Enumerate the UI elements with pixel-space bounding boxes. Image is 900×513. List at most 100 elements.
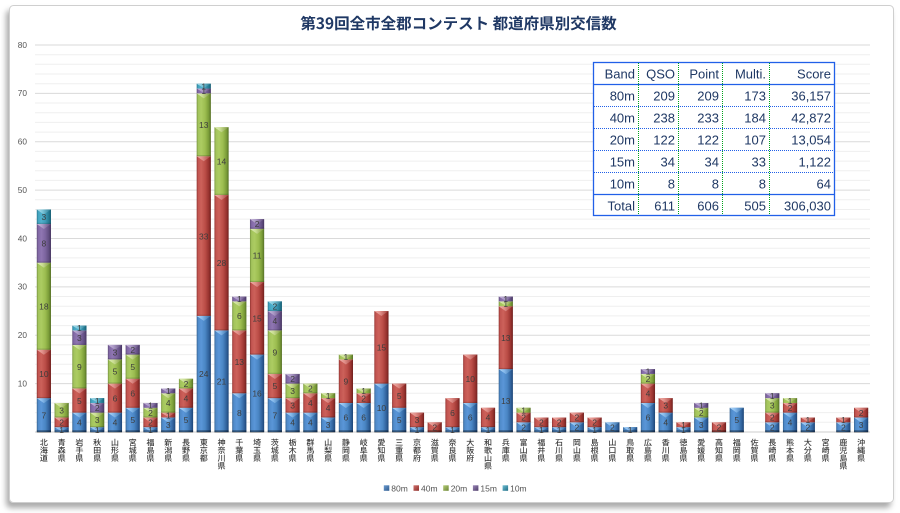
svg-text:15: 15 xyxy=(252,314,262,324)
svg-text:10m: 10m xyxy=(510,484,527,494)
svg-text:2: 2 xyxy=(148,418,153,428)
svg-text:184: 184 xyxy=(744,111,766,126)
svg-text:16: 16 xyxy=(252,389,262,399)
svg-text:2: 2 xyxy=(805,422,810,432)
svg-text:Point: Point xyxy=(689,67,719,82)
svg-text:4: 4 xyxy=(272,316,277,326)
svg-text:1: 1 xyxy=(59,425,64,435)
svg-text:15m: 15m xyxy=(480,484,497,494)
svg-text:5: 5 xyxy=(113,367,118,377)
svg-text:4: 4 xyxy=(788,418,793,428)
svg-text:40m: 40m xyxy=(610,111,635,126)
svg-text:5: 5 xyxy=(734,415,739,425)
svg-text:1,122: 1,122 xyxy=(798,155,831,170)
svg-text:306,030: 306,030 xyxy=(784,199,831,214)
svg-text:1: 1 xyxy=(237,294,242,304)
svg-text:238: 238 xyxy=(653,111,675,126)
svg-text:6: 6 xyxy=(468,413,473,423)
svg-text:2: 2 xyxy=(272,301,277,311)
svg-text:2: 2 xyxy=(521,413,526,423)
svg-text:1: 1 xyxy=(592,425,597,435)
svg-text:107: 107 xyxy=(744,133,766,148)
svg-text:15m: 15m xyxy=(610,155,635,170)
svg-text:3: 3 xyxy=(663,401,668,411)
svg-text:1: 1 xyxy=(539,425,544,435)
svg-text:2: 2 xyxy=(859,408,864,418)
svg-text:4: 4 xyxy=(663,418,668,428)
svg-text:2: 2 xyxy=(59,418,64,428)
svg-text:33: 33 xyxy=(199,231,209,241)
svg-text:1: 1 xyxy=(201,81,206,91)
svg-text:13: 13 xyxy=(235,357,245,367)
svg-text:4: 4 xyxy=(184,393,189,403)
svg-text:2: 2 xyxy=(574,413,579,423)
svg-text:2: 2 xyxy=(646,374,651,384)
svg-text:1: 1 xyxy=(841,415,846,425)
svg-text:1: 1 xyxy=(788,396,793,406)
svg-text:34: 34 xyxy=(705,155,719,170)
svg-text:2: 2 xyxy=(770,413,775,423)
svg-text:50: 50 xyxy=(18,185,28,195)
svg-text:1: 1 xyxy=(326,391,331,401)
svg-text:1: 1 xyxy=(503,294,508,304)
svg-text:2: 2 xyxy=(432,422,437,432)
svg-text:60: 60 xyxy=(18,137,28,147)
svg-text:2: 2 xyxy=(130,345,135,355)
svg-text:1: 1 xyxy=(95,425,100,435)
svg-text:1: 1 xyxy=(557,425,562,435)
svg-text:2: 2 xyxy=(770,422,775,432)
svg-text:9: 9 xyxy=(344,376,349,386)
svg-text:13: 13 xyxy=(501,333,511,343)
svg-text:6: 6 xyxy=(113,393,118,403)
svg-text:40m: 40m xyxy=(421,484,438,494)
svg-text:5: 5 xyxy=(397,415,402,425)
svg-text:4: 4 xyxy=(290,418,295,428)
svg-text:QSO: QSO xyxy=(646,67,675,82)
svg-text:2: 2 xyxy=(290,374,295,384)
svg-text:4: 4 xyxy=(77,418,82,428)
svg-text:13,054: 13,054 xyxy=(791,133,831,148)
svg-text:3: 3 xyxy=(699,420,704,430)
svg-text:5: 5 xyxy=(130,362,135,372)
svg-text:6: 6 xyxy=(361,413,366,423)
svg-text:1: 1 xyxy=(521,405,526,415)
svg-text:80: 80 xyxy=(18,40,28,50)
svg-text:3: 3 xyxy=(859,420,864,430)
svg-text:64: 64 xyxy=(817,177,831,192)
svg-text:505: 505 xyxy=(744,199,766,214)
svg-text:6: 6 xyxy=(237,311,242,321)
svg-text:3: 3 xyxy=(415,415,420,425)
svg-text:1: 1 xyxy=(681,420,686,430)
svg-text:1: 1 xyxy=(95,396,100,406)
svg-text:1: 1 xyxy=(344,352,349,362)
svg-text:4: 4 xyxy=(166,398,171,408)
svg-text:15: 15 xyxy=(377,343,387,353)
svg-text:209: 209 xyxy=(653,89,675,104)
svg-text:1: 1 xyxy=(681,425,686,435)
svg-text:20m: 20m xyxy=(451,484,468,494)
svg-text:33: 33 xyxy=(752,155,766,170)
svg-text:10: 10 xyxy=(39,369,49,379)
svg-text:6: 6 xyxy=(450,408,455,418)
svg-text:1: 1 xyxy=(148,401,153,411)
svg-text:1: 1 xyxy=(770,391,775,401)
svg-text:1: 1 xyxy=(503,299,508,309)
svg-text:4: 4 xyxy=(646,389,651,399)
svg-text:5: 5 xyxy=(397,391,402,401)
svg-text:606: 606 xyxy=(697,199,719,214)
svg-text:10: 10 xyxy=(466,374,476,384)
svg-text:5: 5 xyxy=(272,381,277,391)
svg-text:1: 1 xyxy=(699,401,704,411)
svg-text:Total: Total xyxy=(608,199,636,214)
svg-text:18: 18 xyxy=(39,301,49,311)
svg-text:5: 5 xyxy=(130,415,135,425)
svg-text:2: 2 xyxy=(361,393,366,403)
svg-text:9: 9 xyxy=(272,347,277,357)
svg-text:2: 2 xyxy=(255,219,260,229)
svg-text:1: 1 xyxy=(486,425,491,435)
svg-text:1: 1 xyxy=(166,386,171,396)
svg-text:2: 2 xyxy=(557,418,562,428)
svg-text:3: 3 xyxy=(326,420,331,430)
svg-text:3: 3 xyxy=(42,212,47,222)
svg-text:30: 30 xyxy=(18,282,28,292)
